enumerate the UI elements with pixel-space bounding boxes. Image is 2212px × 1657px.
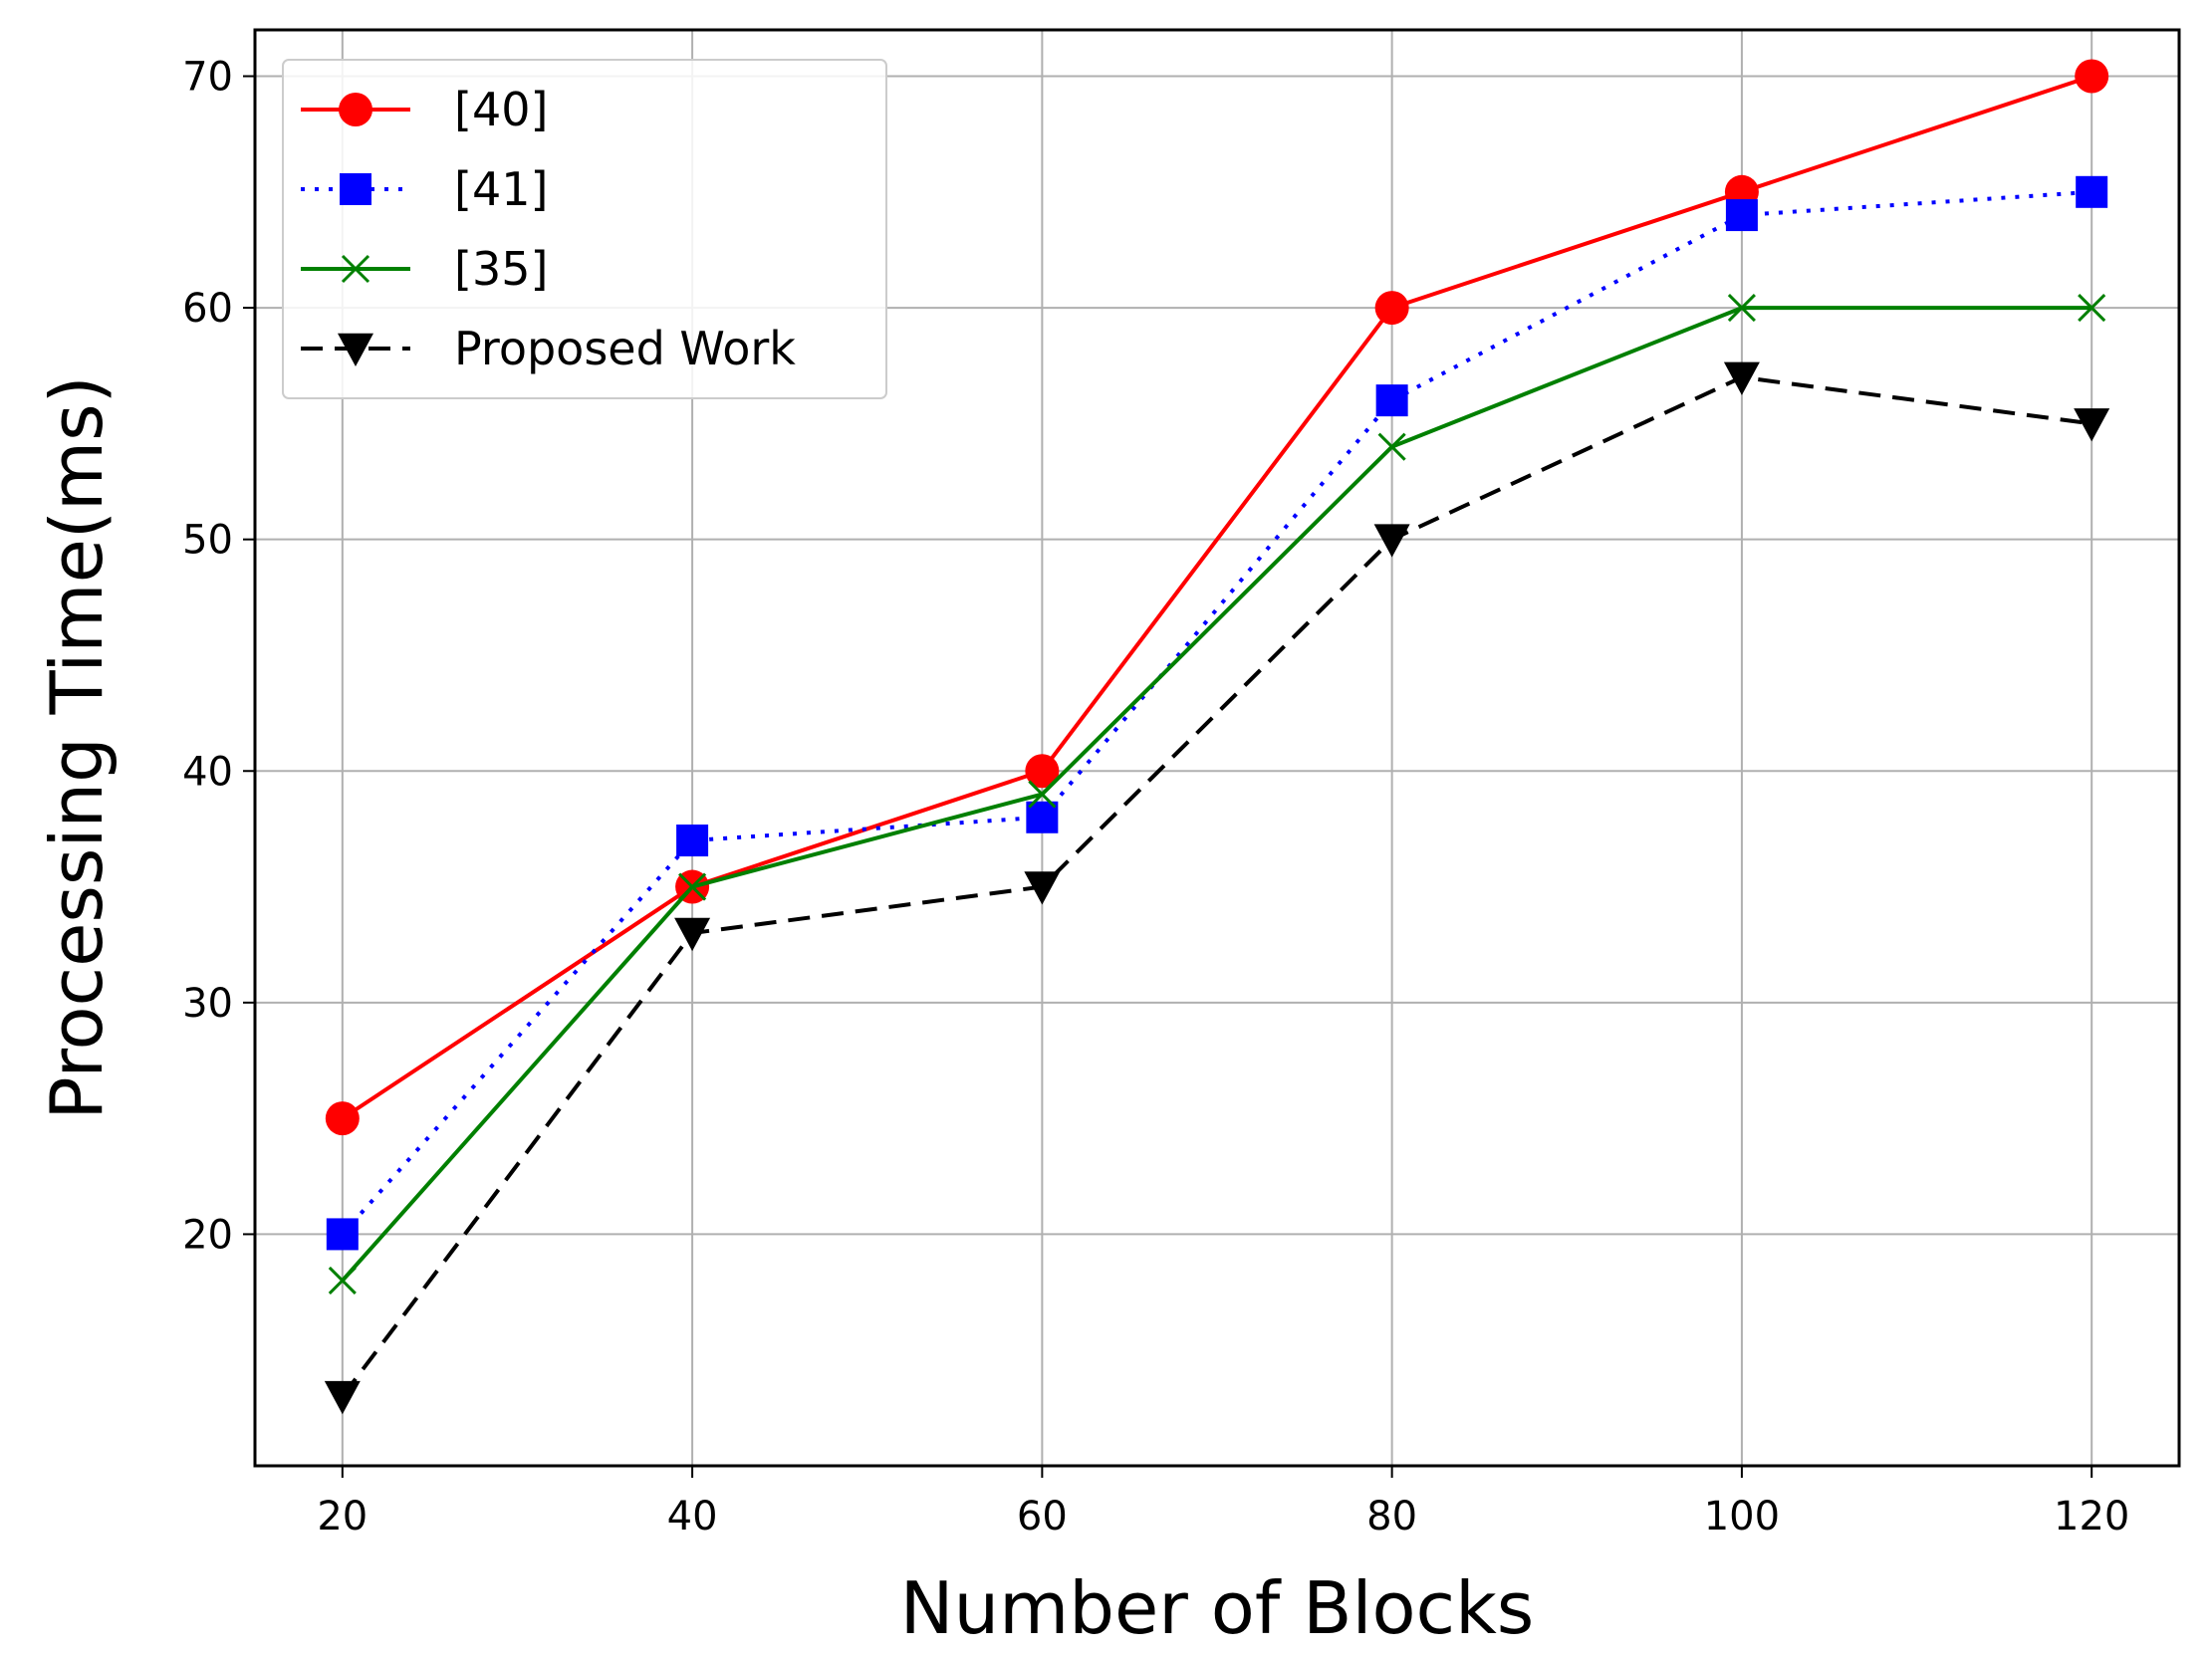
data-point: [1727, 294, 1756, 323]
series-1: [326, 175, 2108, 1251]
x-tick-label: 80: [1366, 1494, 1417, 1539]
data-point: [676, 825, 709, 857]
legend-marker: [339, 93, 372, 126]
data-point: [1374, 291, 1409, 326]
legend-item: Proposed Work: [301, 322, 796, 375]
y-tick-label: 70: [182, 55, 233, 101]
legend-label: [40]: [454, 83, 548, 136]
data-point: [2075, 59, 2109, 94]
data-point: [678, 872, 707, 901]
legend-label: Proposed Work: [454, 322, 796, 375]
x-tick-label: 40: [667, 1494, 718, 1539]
series-line: [341, 74, 2092, 1120]
legend-box: [282, 59, 887, 399]
series-2: [328, 294, 2106, 1296]
data-point: [1024, 871, 1061, 905]
x-tick-label: 60: [1017, 1494, 1068, 1539]
data-point: [2078, 294, 2106, 323]
legend-marker: [338, 333, 373, 366]
series-line: [341, 306, 2092, 1283]
legend-label: [41]: [454, 162, 548, 216]
data-point: [326, 1218, 359, 1251]
data-point: [325, 1101, 360, 1136]
data-point: [1725, 199, 1758, 232]
x-tick-label: 20: [317, 1494, 368, 1539]
series-layer: [324, 59, 2110, 1415]
data-point: [2074, 408, 2110, 442]
legend-marker: [340, 173, 371, 205]
x-axis-title: Number of Blocks: [900, 1566, 1535, 1650]
y-tick-label: 60: [182, 286, 233, 332]
data-point: [1375, 384, 1408, 417]
plot-area-frame: [253, 28, 2181, 1468]
x-tick-label: 120: [2054, 1494, 2129, 1539]
data-point: [324, 1380, 361, 1415]
y-axis-title: Processing Time(ms): [35, 375, 119, 1119]
axis-ticks: 20 40 60 80 100 120 20 30 40 50 60 70: [182, 55, 2129, 1539]
y-tick-label: 50: [182, 518, 233, 564]
data-point: [328, 1266, 357, 1296]
x-tick-label: 100: [1704, 1494, 1780, 1539]
legend-item: [40]: [301, 83, 548, 136]
data-point: [2076, 175, 2108, 208]
data-point: [1028, 780, 1057, 809]
data-point: [1025, 754, 1060, 789]
series-line: [341, 374, 2092, 1398]
y-tick-label: 30: [182, 981, 233, 1027]
series-3: [324, 361, 2110, 1415]
legend-label: [35]: [454, 242, 548, 296]
data-point: [1373, 524, 1410, 558]
y-tick-label: 20: [182, 1212, 233, 1258]
legend: [40] [41] [35] Proposed Work: [282, 59, 887, 399]
legend-item: [41]: [301, 162, 548, 216]
legend-item: [35]: [301, 242, 548, 296]
data-point: [674, 917, 711, 952]
data-point: [1377, 432, 1406, 461]
y-tick-label: 40: [182, 749, 233, 795]
legend-marker: [341, 254, 370, 284]
data-point: [1723, 361, 1760, 395]
